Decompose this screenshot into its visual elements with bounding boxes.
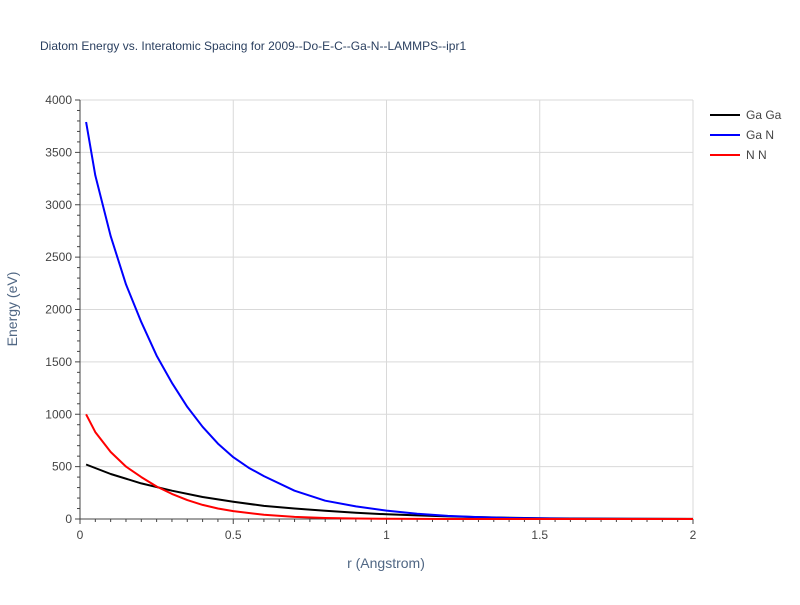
legend-label: Ga N bbox=[746, 128, 774, 142]
legend-label: Ga Ga bbox=[746, 108, 782, 122]
y-tick-label: 2500 bbox=[45, 250, 72, 264]
legend-item-n-n[interactable]: N N bbox=[710, 148, 767, 162]
legend[interactable]: Ga Ga Ga N N N bbox=[710, 108, 782, 162]
axes: 0 0.5 1 1.5 2 0 500 1000 1500 2000 2500 3000 3500 400… bbox=[45, 93, 696, 542]
grid-layer bbox=[80, 99, 694, 519]
legend-label: N N bbox=[746, 148, 767, 162]
y-axis-title: Energy (eV) bbox=[4, 272, 20, 347]
x-tick-label: 0.5 bbox=[225, 528, 242, 542]
series-line-ga-n[interactable] bbox=[85, 121, 694, 520]
legend-item-ga-n[interactable]: Ga N bbox=[710, 128, 774, 142]
x-tick-label: 2 bbox=[690, 528, 697, 542]
series-line-n-n[interactable] bbox=[85, 413, 693, 520]
y-tick-label: 4000 bbox=[45, 93, 72, 107]
y-tick-label: 0 bbox=[65, 512, 72, 526]
x-tick-label: 1 bbox=[383, 528, 390, 542]
y-tick-label: 3500 bbox=[45, 145, 72, 159]
y-tick-label: 3000 bbox=[45, 198, 72, 212]
y-tick-label: 500 bbox=[52, 460, 72, 474]
y-tick-label: 1000 bbox=[45, 407, 72, 421]
y-tick-label: 2000 bbox=[45, 303, 72, 317]
legend-item-ga-ga[interactable]: Ga Ga bbox=[710, 108, 782, 122]
x-tick-label: 0 bbox=[77, 528, 84, 542]
chart-title: Diatom Energy vs. Interatomic Spacing fo… bbox=[40, 39, 466, 53]
x-axis-title: r (Angstrom) bbox=[347, 555, 425, 571]
y-tick-label: 1500 bbox=[45, 355, 72, 369]
x-tick-label: 1.5 bbox=[531, 528, 548, 542]
series-layer bbox=[85, 121, 694, 520]
